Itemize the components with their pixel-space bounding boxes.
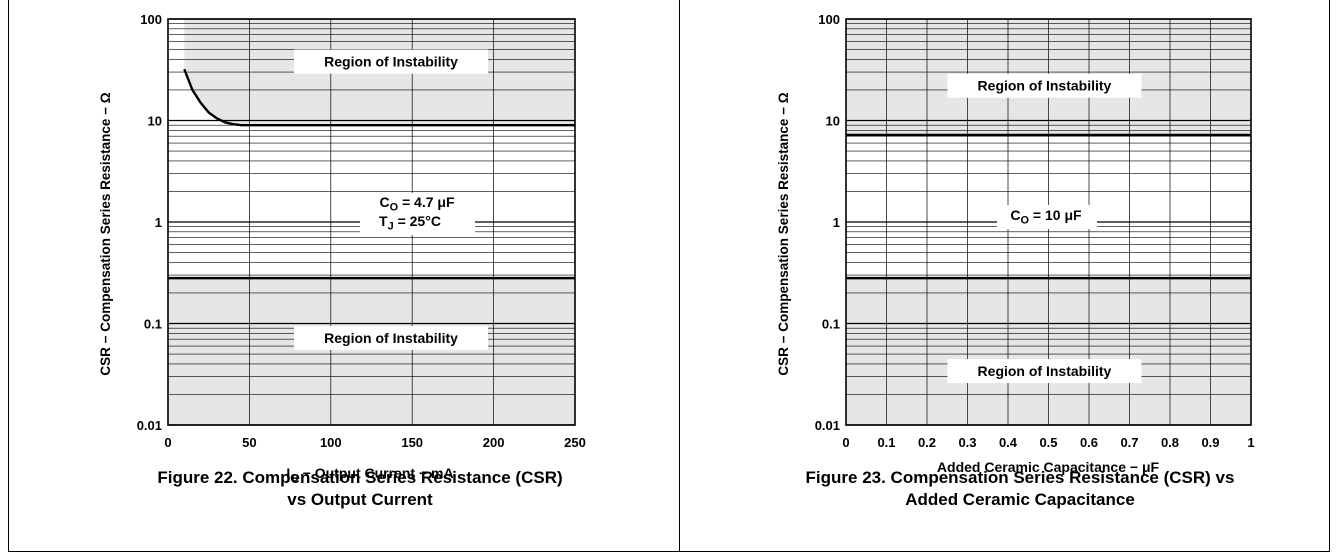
- y-axis-label: CSR − Compensation Series Resistance − Ω: [98, 92, 113, 375]
- y-tick-label: 10: [148, 114, 162, 129]
- region-of-instability-label: Region of Instability: [324, 54, 458, 70]
- region-label-box: [947, 359, 1142, 384]
- plot-border: [167, 18, 576, 426]
- figure-23-caption-line1: Figure 23. Compensation Series Resistanc…: [805, 468, 1235, 487]
- x-tick-label: 0: [164, 435, 171, 450]
- x-tick-label: 1: [1247, 435, 1254, 450]
- y-tick-label: 10: [826, 114, 840, 129]
- x-tick-label: 50: [242, 435, 256, 450]
- y-axis-label: CSR − Compensation Series Resistance − Ω: [776, 92, 791, 375]
- figure-22-caption-line2: vs Output Current: [287, 490, 433, 509]
- region-of-instability-label: Region of Instability: [978, 78, 1112, 94]
- figure-22-caption: Figure 22. Compensation Series Resistanc…: [60, 467, 660, 511]
- figure-22-caption-line1: Figure 22. Compensation Series Resistanc…: [157, 468, 563, 487]
- y-tick-label: 1: [155, 215, 162, 230]
- region-label-box: [947, 73, 1142, 98]
- chart-2: Region of Instability Region of Instabili…: [776, 12, 1255, 450]
- x-axis-label: IO − Output Current − mA: [286, 465, 453, 485]
- region-of-instability-label: Region of Instability: [324, 330, 458, 346]
- x-tick-label: 0.7: [1120, 435, 1138, 450]
- panel-divider: [679, 0, 680, 552]
- region-label-box: [294, 49, 489, 74]
- plot-border: [845, 18, 1252, 426]
- y-tick-label: 100: [140, 12, 162, 27]
- x-tick-label: 250: [564, 435, 586, 450]
- y-tick-label: 1: [833, 215, 840, 230]
- x-tick-label: 0.9: [1201, 435, 1219, 450]
- x-tick-label: 0.4: [999, 435, 1018, 450]
- region-label-box: [294, 325, 489, 350]
- x-tick-label: 0.8: [1161, 435, 1179, 450]
- co-annotation: CO = 10 μF: [1010, 207, 1082, 227]
- y-tick-label: 0.1: [822, 317, 840, 332]
- x-tick-label: 0.5: [1039, 435, 1057, 450]
- page-frame: [8, 0, 1330, 552]
- chart-1: Region of Instability Region of Instabili…: [98, 12, 586, 450]
- annotation-box: [360, 193, 475, 235]
- annotation-box: [997, 205, 1097, 229]
- y-tick-label: 0.01: [815, 418, 840, 433]
- y-tick-label: 0.01: [137, 418, 162, 433]
- x-tick-label: 0.1: [877, 435, 895, 450]
- x-tick-label: 0: [842, 435, 849, 450]
- x-tick-label: 100: [320, 435, 342, 450]
- x-tick-label: 0.3: [958, 435, 976, 450]
- x-axis-label: Added Ceramic Capacitance − μF: [937, 459, 1160, 475]
- y-tick-label: 0.1: [144, 317, 162, 332]
- figure-23-caption-line2: Added Ceramic Capacitance: [905, 490, 1135, 509]
- upper-stability-boundary: [183, 68, 575, 127]
- x-tick-label: 0.6: [1080, 435, 1098, 450]
- figure-23-caption: Figure 23. Compensation Series Resistanc…: [720, 467, 1320, 511]
- tj-annotation: TJ = 25°C: [379, 213, 441, 233]
- x-tick-label: 150: [401, 435, 423, 450]
- region-of-instability-label: Region of Instability: [978, 363, 1112, 379]
- x-tick-label: 0.2: [918, 435, 936, 450]
- co-annotation: CO = 4.7 μF: [379, 194, 454, 214]
- x-tick-label: 200: [483, 435, 505, 450]
- y-tick-label: 100: [818, 12, 840, 27]
- lower-instability-region: [168, 278, 575, 425]
